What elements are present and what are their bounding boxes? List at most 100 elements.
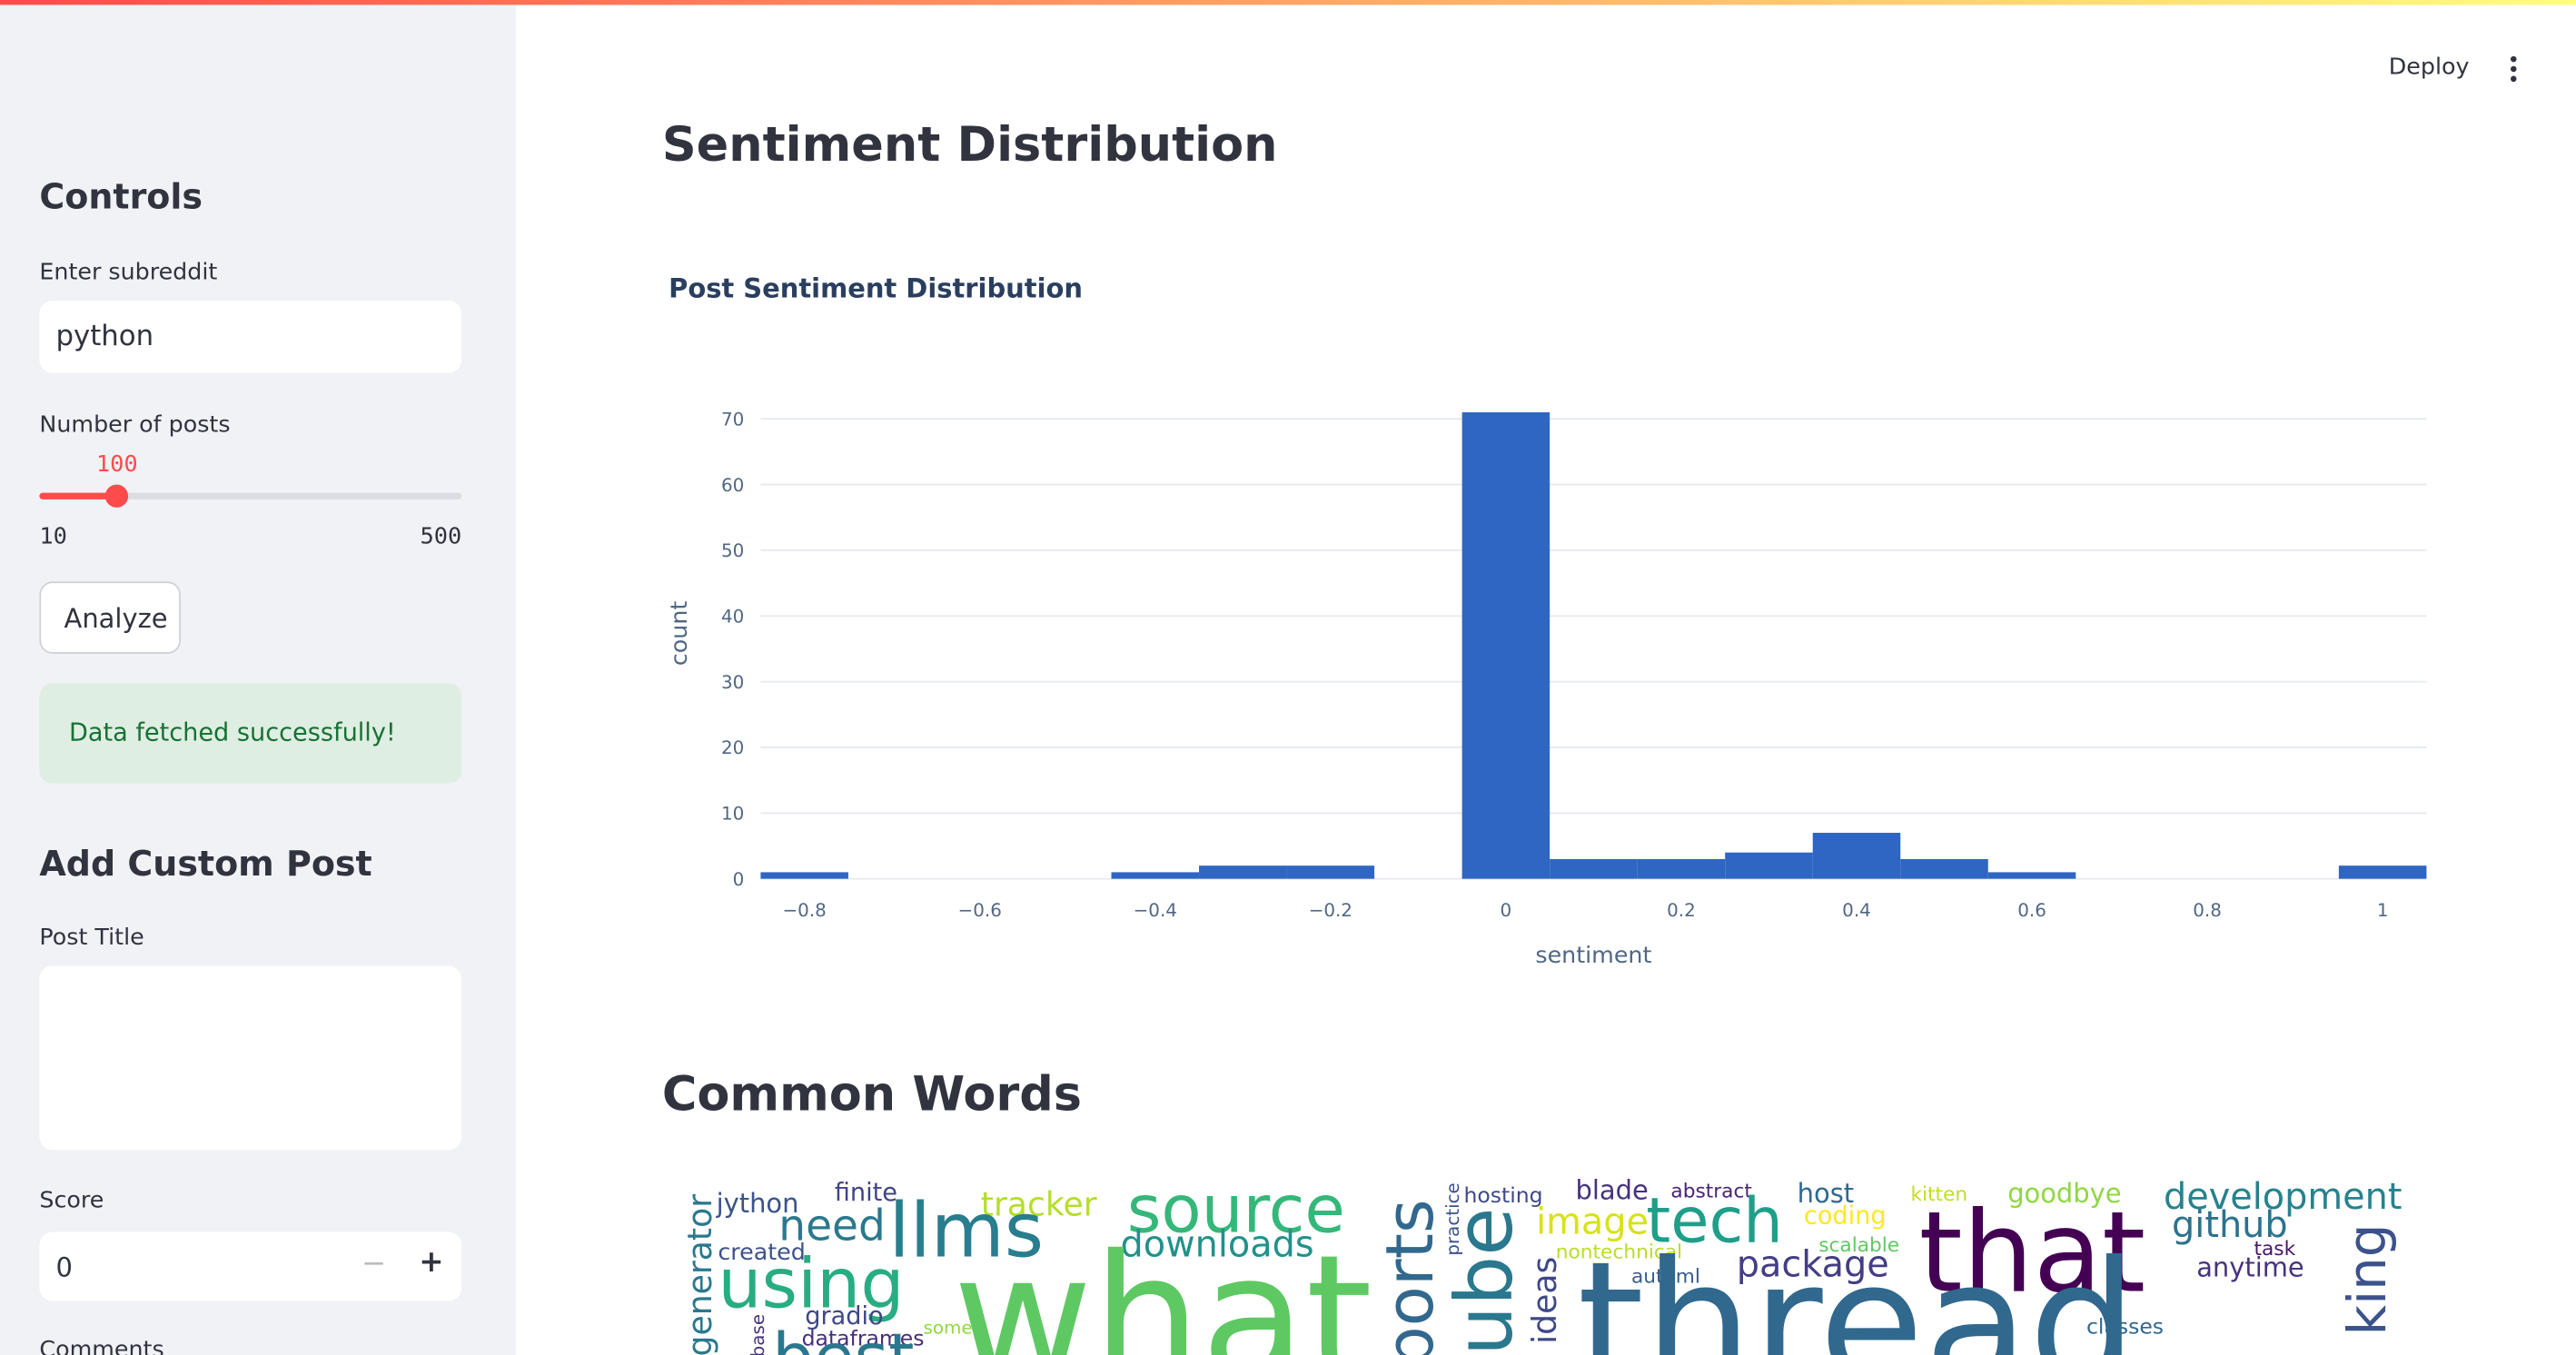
y-tick-label: 50	[721, 540, 744, 561]
word: gradio	[805, 1302, 883, 1330]
word: ideas	[1525, 1257, 1564, 1344]
y-tick-label: 40	[721, 606, 744, 627]
word: automl	[1631, 1266, 1700, 1289]
x-tick-label: 0.4	[1842, 900, 1871, 921]
bar	[1725, 852, 1813, 879]
input-label: Comments	[39, 1337, 164, 1355]
bar	[1900, 858, 1988, 879]
x-tick-label: −0.8	[783, 900, 827, 921]
word: development	[2164, 1176, 2402, 1218]
slider-fill	[39, 492, 117, 499]
word: source	[1127, 1172, 1345, 1249]
word: practice	[1442, 1182, 1463, 1255]
slider-max: 500	[420, 523, 462, 550]
textarea[interactable]	[39, 965, 462, 1151]
success-alert: Data fetched successfully!	[39, 683, 462, 784]
word: scalable	[1818, 1234, 1899, 1257]
x-tick-label: 0.6	[2017, 900, 2046, 921]
sidebar: Controls Enter subreddit python Number o…	[0, 5, 516, 1355]
number-input[interactable]: 0 − +	[39, 1231, 462, 1301]
word: tracker	[981, 1184, 1097, 1223]
word: host	[1798, 1178, 1854, 1209]
word: package	[1737, 1243, 1889, 1285]
word: need	[778, 1202, 886, 1251]
word: what	[953, 1219, 1372, 1355]
word: goodbye	[2007, 1178, 2121, 1209]
word: ports	[1372, 1199, 1449, 1355]
word: tech	[1646, 1184, 1783, 1257]
bar	[1286, 865, 1375, 879]
word: llms	[888, 1187, 1044, 1275]
word: generator	[680, 1194, 719, 1355]
increment-button[interactable]: +	[419, 1244, 444, 1280]
input-label: Post Title	[39, 925, 144, 952]
analyze-button[interactable]: Analyze	[39, 581, 181, 654]
histogram-chart: Post Sentiment Distribution0102030405060…	[665, 272, 2427, 968]
sidebar-heading: Add Custom Post	[39, 844, 372, 885]
x-tick-label: −0.6	[958, 900, 1002, 921]
word: using	[718, 1243, 904, 1324]
bar	[1461, 411, 1551, 879]
word: dataframes	[802, 1325, 925, 1350]
word: image	[1536, 1201, 1649, 1242]
y-axis-title: count	[665, 601, 692, 666]
word: kitten	[1910, 1183, 1967, 1206]
word: abstract	[1670, 1181, 1751, 1203]
bar	[760, 872, 848, 879]
alert-text: Data fetched successfully!	[68, 717, 396, 747]
bar	[1111, 872, 1200, 879]
bar	[1812, 832, 1901, 879]
text-input[interactable]: python	[39, 300, 462, 373]
word: some	[923, 1318, 972, 1339]
word: downloads	[1121, 1224, 1314, 1266]
menu-button[interactable]	[2503, 53, 2523, 85]
decrement-button[interactable]: −	[361, 1246, 387, 1281]
word: king	[2336, 1223, 2398, 1335]
slider[interactable]: 100 10 500	[39, 445, 462, 550]
x-tick-label: 0.8	[2193, 900, 2222, 921]
word: best	[772, 1320, 914, 1355]
word: anytime	[2196, 1251, 2304, 1282]
section-heading: Sentiment Distribution	[661, 116, 1278, 173]
y-tick-label: 30	[721, 672, 744, 693]
word: created	[718, 1238, 805, 1265]
bar	[2338, 865, 2427, 879]
word: blade	[1576, 1174, 1649, 1205]
slider-min: 10	[39, 523, 67, 550]
y-tick-label: 0	[733, 869, 745, 890]
word: github	[2172, 1204, 2288, 1246]
chart-title: Post Sentiment Distribution	[669, 272, 1083, 303]
word: hosting	[1464, 1182, 1543, 1208]
bar	[1637, 858, 1726, 879]
input-value: python	[55, 320, 154, 353]
y-tick-label: 70	[721, 409, 744, 430]
bar	[1987, 872, 2076, 879]
slider-label: Number of posts	[39, 411, 231, 439]
word: base	[748, 1314, 768, 1355]
x-tick-label: 0.2	[1667, 900, 1696, 921]
x-tick-label: −0.2	[1309, 900, 1352, 921]
word: jython	[716, 1188, 799, 1219]
word: classes	[2086, 1314, 2164, 1340]
word: finite	[835, 1179, 897, 1207]
slider-value: 100	[95, 451, 138, 479]
deploy-button[interactable]: Deploy	[2388, 54, 2470, 81]
word: that	[1919, 1189, 2146, 1319]
word: coding	[1804, 1202, 1887, 1230]
x-tick-label: 1	[2377, 900, 2389, 921]
sidebar-heading: Controls	[39, 177, 203, 217]
x-axis-title: sentiment	[1535, 941, 1651, 968]
status-bar	[0, 0, 2576, 5]
bar	[1199, 865, 1287, 879]
word: task	[2254, 1238, 2295, 1261]
input-value: 0	[55, 1251, 73, 1283]
x-tick-label: 0	[1501, 900, 1512, 921]
word: nontechnical	[1556, 1241, 1682, 1263]
word: thread	[1577, 1225, 2137, 1355]
y-tick-label: 60	[721, 475, 744, 496]
input-label: Enter subreddit	[39, 259, 218, 286]
section-heading: Common Words	[661, 1065, 1083, 1123]
